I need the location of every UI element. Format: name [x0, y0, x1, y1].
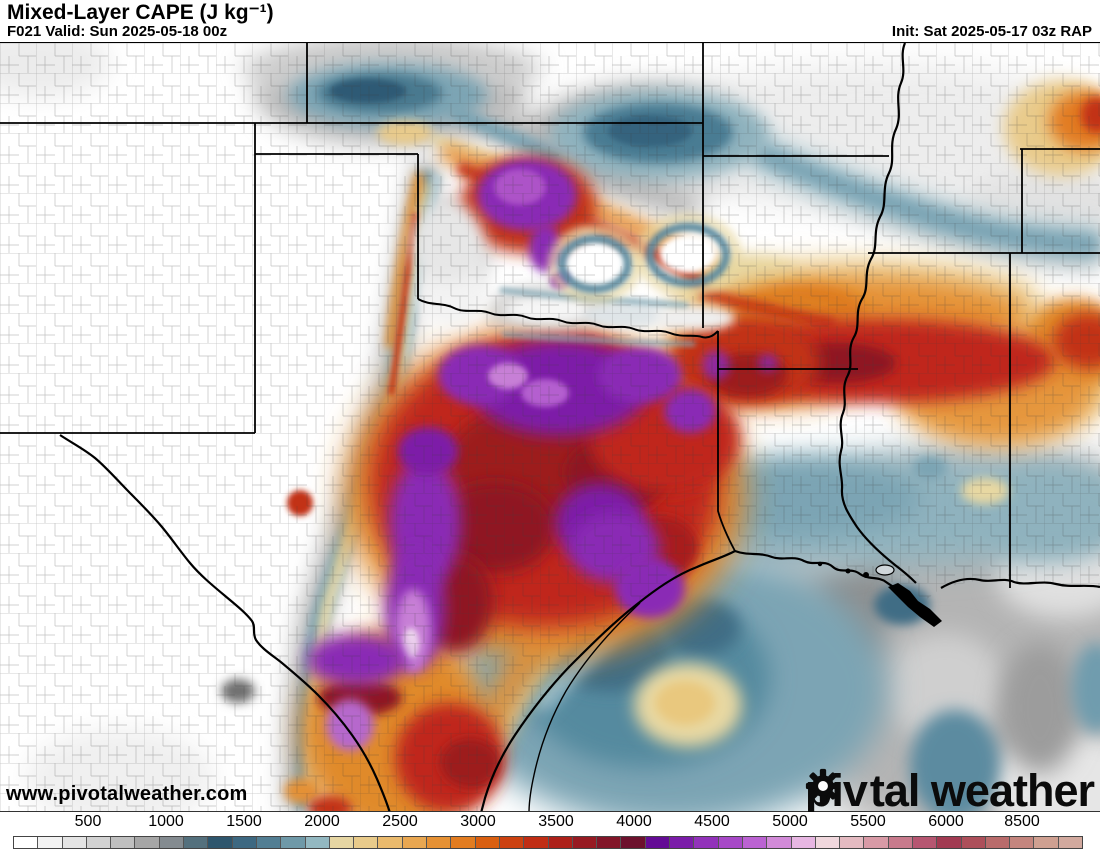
logo-text-post: tal weather [869, 765, 1095, 816]
colorbar-cell [1058, 837, 1083, 848]
colorbar-tick-label: 3000 [460, 813, 496, 830]
lake-pontchartrain [875, 564, 895, 576]
colorbar-cell [62, 837, 87, 848]
colorbar-cell [38, 837, 63, 848]
colorbar-tick-label: 6000 [928, 813, 964, 830]
colorbar-cell [354, 837, 379, 848]
coastline [480, 549, 1100, 811]
colorbar-cell [621, 837, 646, 848]
colorbar-cell [159, 837, 185, 848]
colorbar-cell [14, 837, 39, 848]
colorbar-cell [572, 837, 598, 848]
colorbar-cell [475, 837, 500, 848]
colorbar-tick-label: 4500 [694, 813, 730, 830]
colorbar-tick-label: 2000 [304, 813, 340, 830]
colorbar-cell [232, 837, 257, 848]
colorbar-cell [912, 837, 938, 848]
colorbar-cell [985, 837, 1011, 848]
colorbar-cell [451, 837, 476, 848]
colorbar-tick-label: 5000 [772, 813, 808, 830]
colorbar-cell [499, 837, 525, 848]
red-river [417, 298, 719, 339]
colorbar: 500 1000 1500 2000 2500 3000 3500 4000 4500 5000 5… [0, 812, 1100, 850]
colorbar-ticks: 500 1000 1500 2000 2500 3000 3500 4000 4500 5000 5… [0, 812, 1100, 834]
pivotal-weather-logo: piv tal weat [805, 765, 1095, 816]
colorbar-cell [791, 837, 816, 848]
colorbar-tick-label: 3500 [538, 813, 574, 830]
colorbar-cell [524, 837, 549, 848]
colorbar-tick-label: 8500 [1004, 813, 1040, 830]
colorbar-cell [742, 837, 768, 848]
colorbar-cell [378, 837, 403, 848]
colorbar-tick-label: 1000 [148, 813, 184, 830]
colorbar-cell [427, 837, 452, 848]
colorbar-cell [256, 837, 282, 848]
colorbar-cell [767, 837, 792, 848]
colorbar-tick-label: 2500 [382, 813, 418, 830]
colorbar-cell [329, 837, 355, 848]
colorbar-cell [548, 837, 573, 848]
colorbar-tick-label: 4000 [616, 813, 652, 830]
mississippi-delta [888, 583, 942, 627]
colorbar-cell [694, 837, 719, 848]
mississippi-river [838, 43, 917, 584]
colorbar-cell [1010, 837, 1035, 848]
colorbar-tick-label: 500 [74, 813, 102, 830]
colorbar-cell [937, 837, 962, 848]
colorbar-cell [402, 837, 428, 848]
header: Mixed-Layer CAPE (J kg⁻¹) F021 Valid: Su… [0, 0, 1100, 42]
cape-map-canvas [0, 43, 1100, 811]
colorbar-tick-label: 5500 [850, 813, 886, 830]
colorbar-cell [208, 837, 233, 848]
colorbar-cell [864, 837, 889, 848]
colorbar-cell [815, 837, 841, 848]
colorbar-tick-label: 1500 [226, 813, 262, 830]
rio-grande-river [59, 434, 391, 811]
init-time-label: Init: Sat 2025-05-17 03z RAP [891, 23, 1092, 40]
valid-time-label: F021 Valid: Sun 2025-05-18 00z [7, 23, 228, 40]
colorbar-cell [86, 837, 112, 848]
colorbar-cell [305, 837, 330, 848]
colorbar-cell [888, 837, 913, 848]
colorbar-cell [840, 837, 865, 848]
colorbar-cell [135, 837, 160, 848]
colorbar-cell [597, 837, 622, 848]
colorbar-cell [1034, 837, 1059, 848]
colorbar-cells [13, 836, 1083, 849]
page-title: Mixed-Layer CAPE (J kg⁻¹) [7, 1, 274, 24]
colorbar-cell [670, 837, 695, 848]
state-borders [0, 43, 1100, 588]
colorbar-cell [718, 837, 743, 848]
colorbar-cell [111, 837, 136, 848]
map-region: www.pivotalweather.com piv [0, 42, 1100, 816]
watermark-url: www.pivotalweather.com [6, 783, 248, 805]
colorbar-cell [961, 837, 986, 848]
colorbar-cell [184, 837, 209, 848]
colorbar-cell [281, 837, 306, 848]
barrier-island [528, 602, 641, 811]
colorbar-cell [645, 837, 671, 848]
rivers [59, 43, 917, 811]
